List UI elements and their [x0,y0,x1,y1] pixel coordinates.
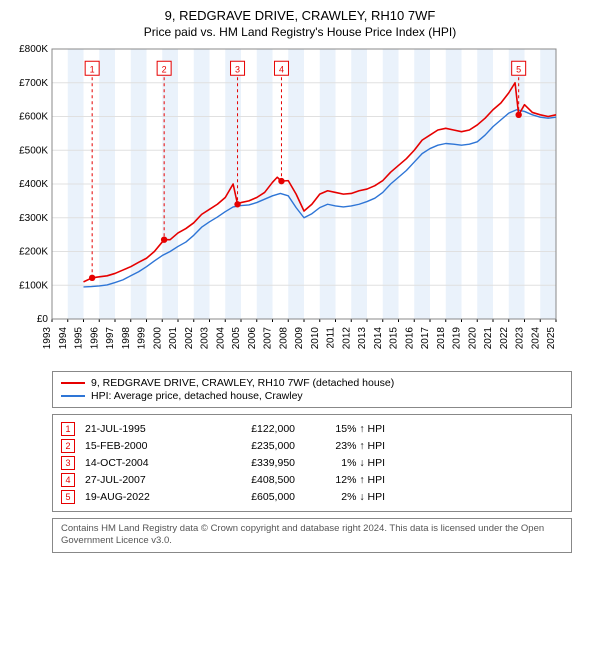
transaction-vs-hpi: 15% ↑ HPI [305,423,385,435]
transaction-date: 21-JUL-1995 [85,423,195,435]
transaction-date: 19-AUG-2022 [85,491,195,503]
svg-text:1994: 1994 [58,327,69,350]
legend-swatch [61,395,85,397]
svg-text:2018: 2018 [436,327,447,350]
attribution: Contains HM Land Registry data © Crown c… [52,518,572,553]
svg-text:2016: 2016 [404,327,415,350]
transactions-table: 1 21-JUL-1995 £122,000 15% ↑ HPI 2 15-FEB-200… [52,414,572,512]
svg-text:£0: £0 [37,314,49,325]
page-title: 9, REDGRAVE DRIVE, CRAWLEY, RH10 7WF [8,8,592,23]
transaction-marker: 5 [61,490,75,504]
svg-text:2020: 2020 [467,327,478,350]
svg-text:1997: 1997 [105,327,116,350]
transaction-vs-hpi: 23% ↑ HPI [305,440,385,452]
svg-text:2006: 2006 [247,327,258,350]
svg-text:2: 2 [162,64,167,74]
svg-text:2007: 2007 [263,327,274,350]
svg-text:2003: 2003 [200,327,211,350]
svg-text:1993: 1993 [42,327,53,350]
legend-item: HPI: Average price, detached house, Craw… [61,390,563,402]
svg-text:2009: 2009 [294,327,305,350]
svg-text:£800K: £800K [19,45,48,55]
svg-text:2023: 2023 [515,327,526,350]
table-row: 3 14-OCT-2004 £339,950 1% ↓ HPI [61,456,563,470]
transaction-vs-hpi: 12% ↑ HPI [305,474,385,486]
legend-swatch [61,382,85,384]
svg-text:2002: 2002 [184,327,195,350]
legend: 9, REDGRAVE DRIVE, CRAWLEY, RH10 7WF (de… [52,371,572,408]
svg-text:£600K: £600K [19,112,48,123]
svg-text:1: 1 [90,64,95,74]
transaction-price: £235,000 [205,440,295,452]
transaction-vs-hpi: 2% ↓ HPI [305,491,385,503]
svg-text:£500K: £500K [19,145,48,156]
transaction-marker: 1 [61,422,75,436]
transaction-marker: 4 [61,473,75,487]
svg-text:2011: 2011 [326,327,337,349]
svg-text:2025: 2025 [546,327,557,350]
svg-text:2017: 2017 [420,327,431,350]
legend-label: HPI: Average price, detached house, Craw… [91,390,303,402]
svg-text:1995: 1995 [74,327,85,350]
table-row: 4 27-JUL-2007 £408,500 12% ↑ HPI [61,473,563,487]
svg-text:1999: 1999 [137,327,148,350]
transaction-marker: 2 [61,439,75,453]
svg-text:2000: 2000 [152,327,163,350]
svg-text:4: 4 [279,64,284,74]
transaction-vs-hpi: 1% ↓ HPI [305,457,385,469]
svg-text:2022: 2022 [499,327,510,350]
svg-text:5: 5 [516,64,521,74]
svg-text:2001: 2001 [168,327,179,350]
transaction-date: 14-OCT-2004 [85,457,195,469]
svg-text:£100K: £100K [19,280,48,291]
transaction-date: 15-FEB-2000 [85,440,195,452]
svg-text:2021: 2021 [483,327,494,350]
transaction-price: £122,000 [205,423,295,435]
svg-text:2012: 2012 [341,327,352,350]
svg-text:£200K: £200K [19,247,48,258]
transaction-price: £408,500 [205,474,295,486]
legend-label: 9, REDGRAVE DRIVE, CRAWLEY, RH10 7WF (de… [91,377,394,389]
svg-text:2004: 2004 [215,327,226,350]
svg-text:1998: 1998 [121,327,132,350]
svg-text:£400K: £400K [19,179,48,190]
svg-text:2008: 2008 [278,327,289,350]
svg-text:2014: 2014 [373,327,384,350]
svg-text:£700K: £700K [19,78,48,89]
transaction-date: 27-JUL-2007 [85,474,195,486]
svg-text:3: 3 [235,64,240,74]
transaction-marker: 3 [61,456,75,470]
price-chart: £0 £100K £200K £300K £400K £500K £600K £700K £80… [8,45,592,365]
svg-text:2010: 2010 [310,327,321,350]
table-row: 1 21-JUL-1995 £122,000 15% ↑ HPI [61,422,563,436]
page-subtitle: Price paid vs. HM Land Registry's House … [8,25,592,39]
svg-text:2005: 2005 [231,327,242,350]
svg-text:2013: 2013 [357,327,368,350]
svg-text:1996: 1996 [89,327,100,350]
svg-text:2024: 2024 [530,327,541,350]
table-row: 2 15-FEB-2000 £235,000 23% ↑ HPI [61,439,563,453]
transaction-price: £339,950 [205,457,295,469]
svg-text:2015: 2015 [389,327,400,350]
svg-text:£300K: £300K [19,213,48,224]
transaction-price: £605,000 [205,491,295,503]
svg-text:2019: 2019 [452,327,463,350]
legend-item: 9, REDGRAVE DRIVE, CRAWLEY, RH10 7WF (de… [61,377,563,389]
table-row: 5 19-AUG-2022 £605,000 2% ↓ HPI [61,490,563,504]
